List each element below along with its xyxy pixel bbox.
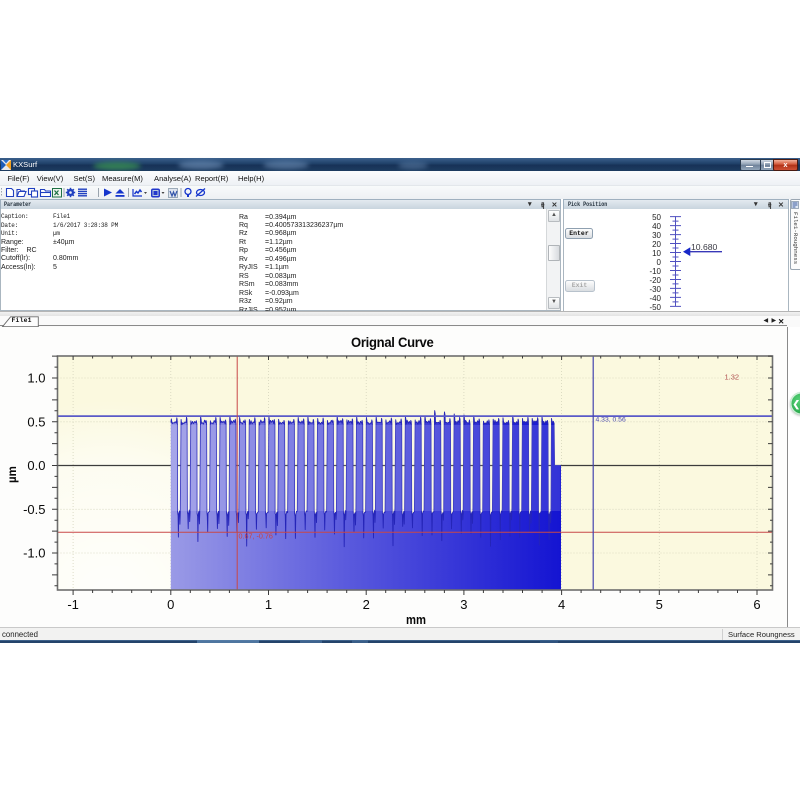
svg-text:1: 1: [265, 597, 272, 612]
svg-text:1.32: 1.32: [725, 372, 740, 381]
svg-text:0: 0: [167, 597, 174, 612]
svg-text:-0.5: -0.5: [23, 502, 45, 517]
svg-text:0.0: 0.0: [27, 458, 45, 473]
svg-text:4.33, 0.56: 4.33, 0.56: [596, 417, 626, 424]
svg-text:6: 6: [753, 597, 760, 612]
svg-text:0.5: 0.5: [27, 414, 45, 429]
svg-text:File1-Roughness: File1-Roughness: [792, 212, 799, 264]
svg-text:10.680: 10.680: [691, 242, 718, 252]
svg-text:4: 4: [558, 597, 565, 612]
svg-text:-1.0: -1.0: [23, 546, 45, 561]
svg-text:0.67, -0.76: 0.67, -0.76: [239, 532, 273, 541]
svg-text:1.0: 1.0: [27, 371, 45, 386]
svg-text:-1: -1: [67, 597, 79, 612]
svg-text:2: 2: [363, 597, 370, 612]
svg-text:3: 3: [460, 597, 467, 612]
svg-text:5: 5: [656, 597, 663, 612]
